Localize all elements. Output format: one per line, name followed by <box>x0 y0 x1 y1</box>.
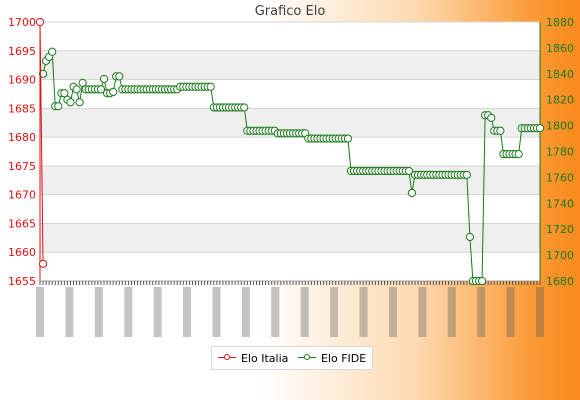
x-tick-label-overlap <box>359 287 368 337</box>
data-point <box>38 69 48 78</box>
data-point <box>38 259 48 268</box>
left-tick-label: 1690 <box>8 74 36 87</box>
data-point <box>72 85 81 94</box>
x-tick-label-overlap <box>36 287 44 337</box>
x-axis-ticks <box>36 281 544 337</box>
right-tick-label: 1860 <box>546 42 574 55</box>
data-point <box>462 170 471 179</box>
data-point <box>404 166 414 176</box>
legend-swatch-elo-italia <box>218 353 236 363</box>
x-tick-label-overlap <box>477 287 486 337</box>
grid-band <box>40 50 540 80</box>
legend-label-elo-fide: Elo FIDE <box>321 351 367 365</box>
left-tick-label: 1660 <box>8 246 36 259</box>
data-point <box>487 113 496 122</box>
data-point <box>407 188 417 198</box>
right-tick-label: 1720 <box>546 223 574 236</box>
series-elo-italia <box>35 17 48 268</box>
series-line <box>39 21 44 264</box>
data-point <box>514 149 523 159</box>
data-point <box>48 47 57 56</box>
data-point <box>535 124 545 133</box>
left-tick-label: 1665 <box>8 217 36 230</box>
right-tick-label: 1680 <box>546 275 574 288</box>
data-point <box>115 72 124 81</box>
right-tick-label: 1700 <box>546 249 574 262</box>
x-tick-label-overlap <box>330 287 339 337</box>
x-tick-label-overlap <box>65 287 74 337</box>
data-point <box>206 82 215 91</box>
right-tick-label: 1880 <box>546 16 574 29</box>
data-point <box>465 232 474 242</box>
right-tick-label: 1740 <box>546 197 574 210</box>
left-tick-label: 1655 <box>8 275 36 288</box>
grid-band <box>40 165 540 195</box>
data-point <box>78 78 87 87</box>
right-tick-label: 1760 <box>546 171 574 184</box>
data-point <box>496 126 505 135</box>
legend-item-elo-italia: Elo Italia <box>218 351 288 365</box>
x-tick-label-overlap <box>506 287 515 337</box>
data-point <box>99 74 109 84</box>
data-point <box>240 103 249 112</box>
right-tick-label: 1820 <box>546 94 574 107</box>
x-tick-label-overlap <box>447 287 456 337</box>
data-point <box>477 276 487 286</box>
data-point <box>35 17 45 27</box>
x-tick-label-overlap <box>418 287 427 337</box>
x-tick-label-overlap <box>388 287 397 337</box>
right-axis-ticks: 1680 1700 1720 1740 1760 1780 1800 1820 1840 1860… <box>546 16 574 288</box>
x-tick-label-overlap <box>300 287 309 337</box>
left-tick-label: 1675 <box>8 160 36 173</box>
series-elo-fide <box>38 47 545 286</box>
x-tick-label-overlap <box>94 287 103 337</box>
data-point <box>96 85 106 94</box>
left-axis-ticks: 1655 1660 1665 1670 1675 1680 1685 1690 1695 1700 <box>8 16 36 288</box>
right-tick-label: 1800 <box>546 120 574 133</box>
x-tick-label-overlap <box>124 287 133 337</box>
x-tick-label-overlap <box>271 287 280 337</box>
x-tick-label-overlap <box>183 287 192 337</box>
chart-title: Grafico Elo <box>254 4 326 19</box>
data-point <box>343 134 353 143</box>
x-tick-label-overlap <box>153 287 162 337</box>
grid-bands <box>40 22 540 281</box>
data-point <box>75 98 84 107</box>
legend-swatch-elo-fide <box>298 353 316 363</box>
data-point <box>66 98 75 107</box>
x-tick-label-overlap <box>241 287 250 337</box>
left-tick-label: 1685 <box>8 102 36 115</box>
legend-label-elo-italia: Elo Italia <box>241 351 289 365</box>
data-point <box>109 87 118 97</box>
data-point <box>54 102 63 111</box>
x-tick-label-overlap <box>536 287 544 337</box>
left-tick-label: 1700 <box>8 16 36 29</box>
grid-band <box>40 223 540 253</box>
left-tick-label: 1670 <box>8 189 36 202</box>
chart-legend: Elo Italia Elo FIDE <box>211 346 373 370</box>
right-tick-label: 1780 <box>546 146 574 159</box>
left-tick-label: 1680 <box>8 131 36 144</box>
left-tick-label: 1695 <box>8 45 36 58</box>
legend-item-elo-fide: Elo FIDE <box>298 351 366 365</box>
right-tick-label: 1840 <box>546 68 574 81</box>
x-tick-label-overlap <box>212 287 221 337</box>
data-point <box>60 89 69 98</box>
